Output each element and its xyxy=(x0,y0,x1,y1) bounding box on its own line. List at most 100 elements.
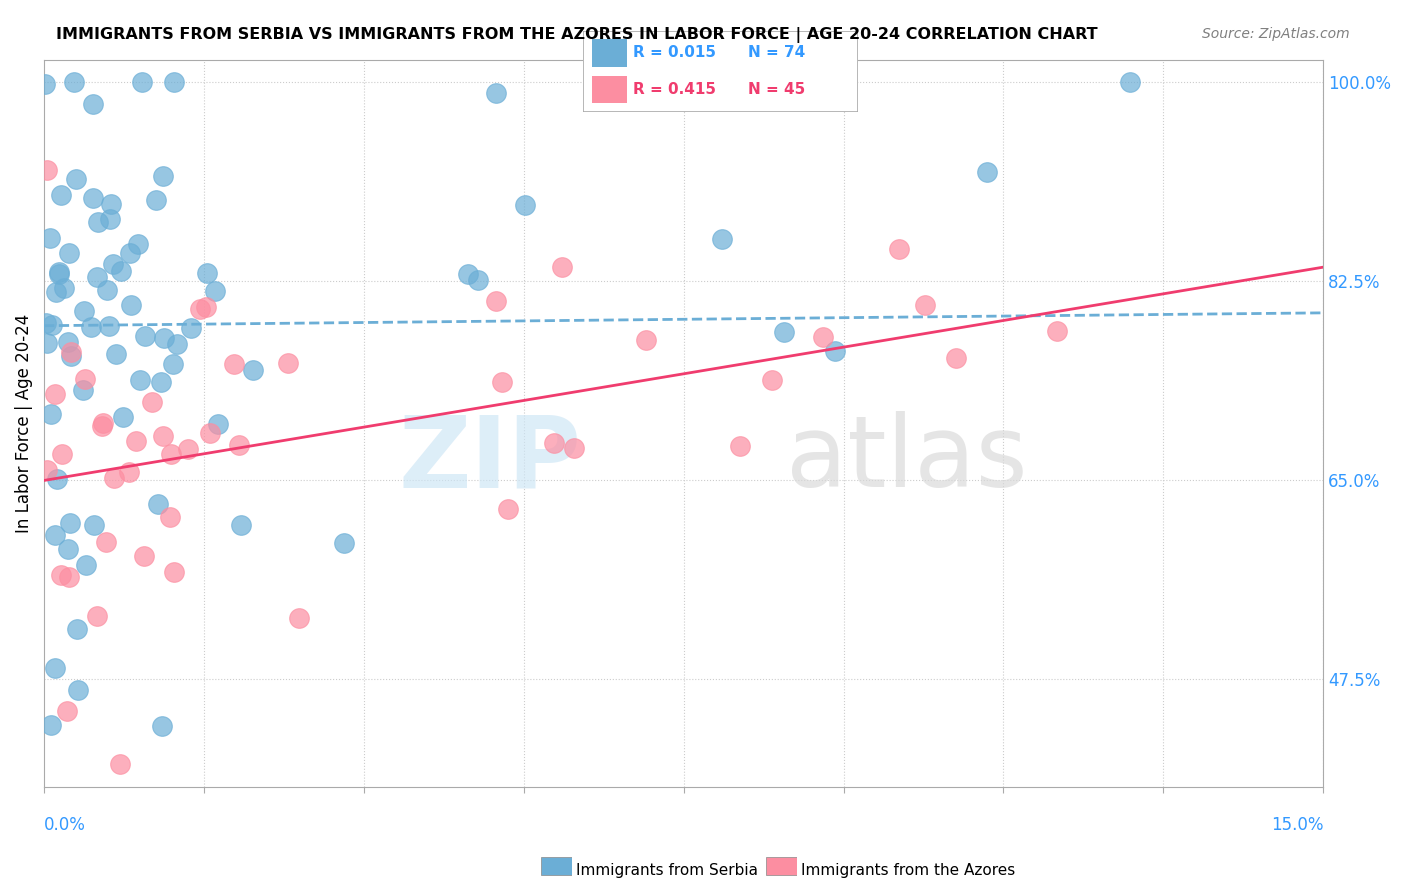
Point xyxy=(73,304,96,318)
Text: R = 0.015: R = 0.015 xyxy=(633,45,716,61)
Point xyxy=(222,357,245,371)
Point xyxy=(229,518,252,533)
Text: N = 45: N = 45 xyxy=(748,82,806,97)
Point xyxy=(66,622,89,636)
Point xyxy=(62,75,84,89)
Point xyxy=(39,231,62,245)
Point xyxy=(96,284,118,298)
Point xyxy=(59,516,82,530)
Text: N = 74: N = 74 xyxy=(748,45,806,61)
Point xyxy=(163,75,186,89)
Point xyxy=(163,565,186,579)
Text: R = 0.415: R = 0.415 xyxy=(633,82,716,97)
Point xyxy=(98,212,121,227)
Point xyxy=(811,330,834,344)
FancyBboxPatch shape xyxy=(592,76,627,103)
Point xyxy=(204,284,226,298)
Point xyxy=(145,193,167,207)
Point xyxy=(83,517,105,532)
Point xyxy=(82,97,104,112)
Text: 0.0%: 0.0% xyxy=(44,816,86,834)
Point xyxy=(457,268,479,282)
Point xyxy=(44,528,66,542)
Point xyxy=(41,318,63,332)
Point xyxy=(67,682,90,697)
Point xyxy=(1046,324,1069,338)
Point xyxy=(887,242,910,256)
Point xyxy=(152,169,174,184)
FancyBboxPatch shape xyxy=(592,39,627,67)
Point xyxy=(141,395,163,409)
Text: IMMIGRANTS FROM SERBIA VS IMMIGRANTS FROM THE AZORES IN LABOR FORCE | AGE 20-24 : IMMIGRANTS FROM SERBIA VS IMMIGRANTS FRO… xyxy=(56,27,1098,43)
Point xyxy=(551,260,574,275)
Point xyxy=(104,347,127,361)
Point xyxy=(51,187,73,202)
Point xyxy=(96,534,118,549)
Text: 15.0%: 15.0% xyxy=(1271,816,1323,834)
Point xyxy=(65,172,87,186)
FancyBboxPatch shape xyxy=(583,31,858,112)
Point xyxy=(108,757,131,772)
Point xyxy=(195,300,218,314)
Point xyxy=(56,541,79,556)
Point xyxy=(562,441,585,455)
Point xyxy=(772,326,794,340)
Point xyxy=(37,162,59,177)
Point xyxy=(45,472,67,486)
Point xyxy=(467,273,489,287)
Text: Immigrants from Serbia: Immigrants from Serbia xyxy=(576,863,758,878)
Point xyxy=(91,416,114,430)
Point xyxy=(118,465,141,479)
Point xyxy=(48,267,70,281)
Point xyxy=(118,245,141,260)
Point xyxy=(207,417,229,432)
Point xyxy=(72,383,94,397)
Point xyxy=(59,349,82,363)
FancyBboxPatch shape xyxy=(541,857,572,875)
Point xyxy=(120,298,142,312)
Point xyxy=(824,344,846,359)
Point xyxy=(134,329,156,343)
Point xyxy=(228,438,250,452)
Point xyxy=(34,316,56,330)
Point xyxy=(87,214,110,228)
Point xyxy=(485,86,508,100)
Point xyxy=(44,661,66,675)
Point xyxy=(496,502,519,516)
Point xyxy=(485,293,508,308)
Point xyxy=(86,609,108,624)
Point xyxy=(127,236,149,251)
Point xyxy=(73,372,96,386)
Point xyxy=(86,270,108,285)
Text: atlas: atlas xyxy=(786,411,1028,508)
Point xyxy=(277,356,299,370)
Point xyxy=(100,196,122,211)
Point xyxy=(780,75,803,89)
Point xyxy=(34,77,56,91)
Point xyxy=(52,281,75,295)
Text: ZIP: ZIP xyxy=(398,411,581,508)
Point xyxy=(101,256,124,270)
Point xyxy=(58,570,80,584)
Point xyxy=(945,351,967,365)
Point xyxy=(45,285,67,299)
Point xyxy=(148,497,170,511)
Point xyxy=(160,447,183,461)
Point xyxy=(39,718,62,732)
Point xyxy=(914,298,936,312)
Point xyxy=(515,198,537,212)
Text: Source: ZipAtlas.com: Source: ZipAtlas.com xyxy=(1202,27,1350,41)
Point xyxy=(97,318,120,333)
Point xyxy=(153,331,176,345)
Y-axis label: In Labor Force | Age 20-24: In Labor Force | Age 20-24 xyxy=(15,314,32,533)
Point xyxy=(200,425,222,440)
Point xyxy=(37,462,59,476)
Point xyxy=(44,386,66,401)
Point xyxy=(60,344,83,359)
Point xyxy=(110,264,132,278)
Point xyxy=(180,321,202,335)
Point xyxy=(195,266,218,280)
Point xyxy=(288,610,311,624)
Point xyxy=(162,357,184,371)
Point xyxy=(111,410,134,425)
